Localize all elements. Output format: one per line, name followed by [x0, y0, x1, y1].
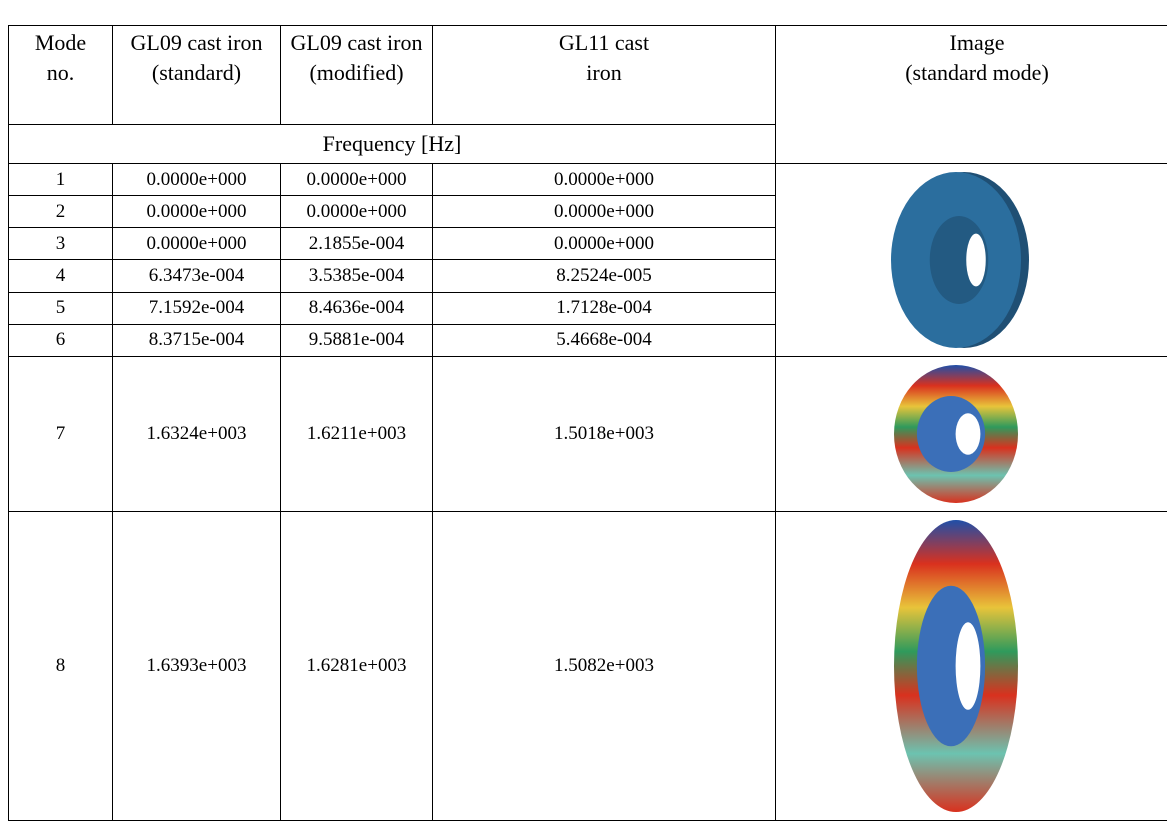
image-cell — [776, 512, 1167, 821]
header-text: Image — [780, 28, 1167, 58]
data-cell: 2 — [9, 196, 113, 228]
mode-shape-image — [776, 164, 1167, 356]
data-cell: 0.0000e+000 — [281, 196, 433, 228]
data-cell: 8.2524e-005 — [433, 260, 776, 292]
data-cell: 4 — [9, 260, 113, 292]
image-cell — [776, 164, 1167, 357]
header-text: GL11 cast — [437, 28, 771, 58]
data-cell: 3 — [9, 228, 113, 260]
data-cell: 8 — [9, 512, 113, 821]
mode-shape-image — [776, 357, 1167, 511]
header-text: (standard mode) — [780, 58, 1167, 88]
data-cell: 1 — [9, 164, 113, 196]
header-text: GL09 cast iron — [117, 28, 276, 58]
data-cell: 0.0000e+000 — [433, 228, 776, 260]
data-cell: 1.6324e+003 — [113, 357, 281, 512]
header-cell: GL09 cast iron(modified) — [281, 26, 433, 125]
data-cell: 1.7128e-004 — [433, 292, 776, 324]
data-cell: 6 — [9, 324, 113, 356]
data-cell: 1.5082e+003 — [433, 512, 776, 821]
subheader-cell: Frequency [Hz] — [9, 125, 776, 164]
data-cell: 2.1855e-004 — [281, 228, 433, 260]
header-cell: Image(standard mode) — [776, 26, 1167, 164]
data-cell: 0.0000e+000 — [281, 164, 433, 196]
header-cell: GL09 cast iron(standard) — [113, 26, 281, 125]
data-cell: 5.4668e-004 — [433, 324, 776, 356]
page: {"table": { "header": [["Mode", "no."], … — [0, 0, 1167, 819]
data-cell: 5 — [9, 292, 113, 324]
data-cell: 3.5385e-004 — [281, 260, 433, 292]
header-text: iron — [437, 58, 771, 88]
data-cell: 6.3473e-004 — [113, 260, 281, 292]
data-cell: 1.6281e+003 — [281, 512, 433, 821]
data-cell: 1.5018e+003 — [433, 357, 776, 512]
data-cell: 1.6393e+003 — [113, 512, 281, 821]
image-cell — [776, 357, 1167, 512]
data-cell: 8.4636e-004 — [281, 292, 433, 324]
data-cell: 7 — [9, 357, 113, 512]
data-cell: 0.0000e+000 — [433, 164, 776, 196]
header-text: (standard) — [117, 58, 276, 88]
data-cell: 0.0000e+000 — [113, 164, 281, 196]
header-text: (modified) — [285, 58, 428, 88]
header-text: Mode — [13, 28, 108, 58]
header-text: no. — [13, 58, 108, 88]
data-cell: 9.5881e-004 — [281, 324, 433, 356]
header-text: GL09 cast iron — [285, 28, 428, 58]
data-cell: 8.3715e-004 — [113, 324, 281, 356]
mode-shape-image — [776, 512, 1167, 820]
data-cell: 0.0000e+000 — [113, 196, 281, 228]
data-cell: 0.0000e+000 — [433, 196, 776, 228]
data-cell: 7.1592e-004 — [113, 292, 281, 324]
data-cell: 0.0000e+000 — [113, 228, 281, 260]
data-cell: 1.6211e+003 — [281, 357, 433, 512]
